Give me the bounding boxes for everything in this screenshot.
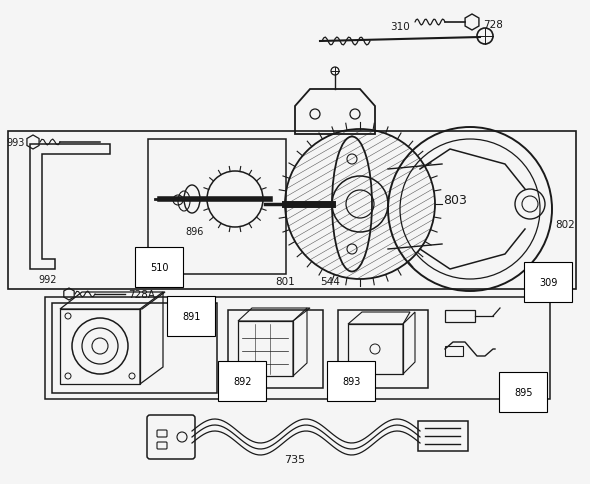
Bar	[52, 303, 217, 393]
Text: 896: 896	[186, 227, 204, 237]
Bar	[228, 310, 323, 388]
Text: 893: 893	[342, 376, 360, 386]
Text: 801: 801	[275, 276, 295, 287]
Bar	[8, 132, 576, 289]
Text: 992: 992	[38, 274, 57, 285]
Text: 510: 510	[150, 262, 169, 272]
Bar	[348, 324, 403, 374]
Text: 309: 309	[539, 277, 558, 287]
Text: 735: 735	[284, 454, 306, 464]
Text: 803: 803	[443, 193, 467, 206]
Bar	[238, 321, 293, 376]
Text: 310: 310	[390, 22, 410, 32]
Text: 993: 993	[6, 138, 25, 148]
Bar	[60, 309, 140, 384]
Text: 728A: 728A	[128, 289, 155, 300]
Text: 892: 892	[233, 376, 251, 386]
Bar	[418, 421, 468, 451]
Text: 891: 891	[182, 311, 201, 321]
Text: 544: 544	[320, 276, 340, 287]
Bar	[338, 310, 428, 388]
Text: 895: 895	[514, 387, 533, 397]
Text: 728: 728	[483, 20, 503, 30]
Bar	[148, 140, 286, 274]
Text: 802: 802	[555, 220, 575, 229]
Bar	[45, 297, 550, 399]
